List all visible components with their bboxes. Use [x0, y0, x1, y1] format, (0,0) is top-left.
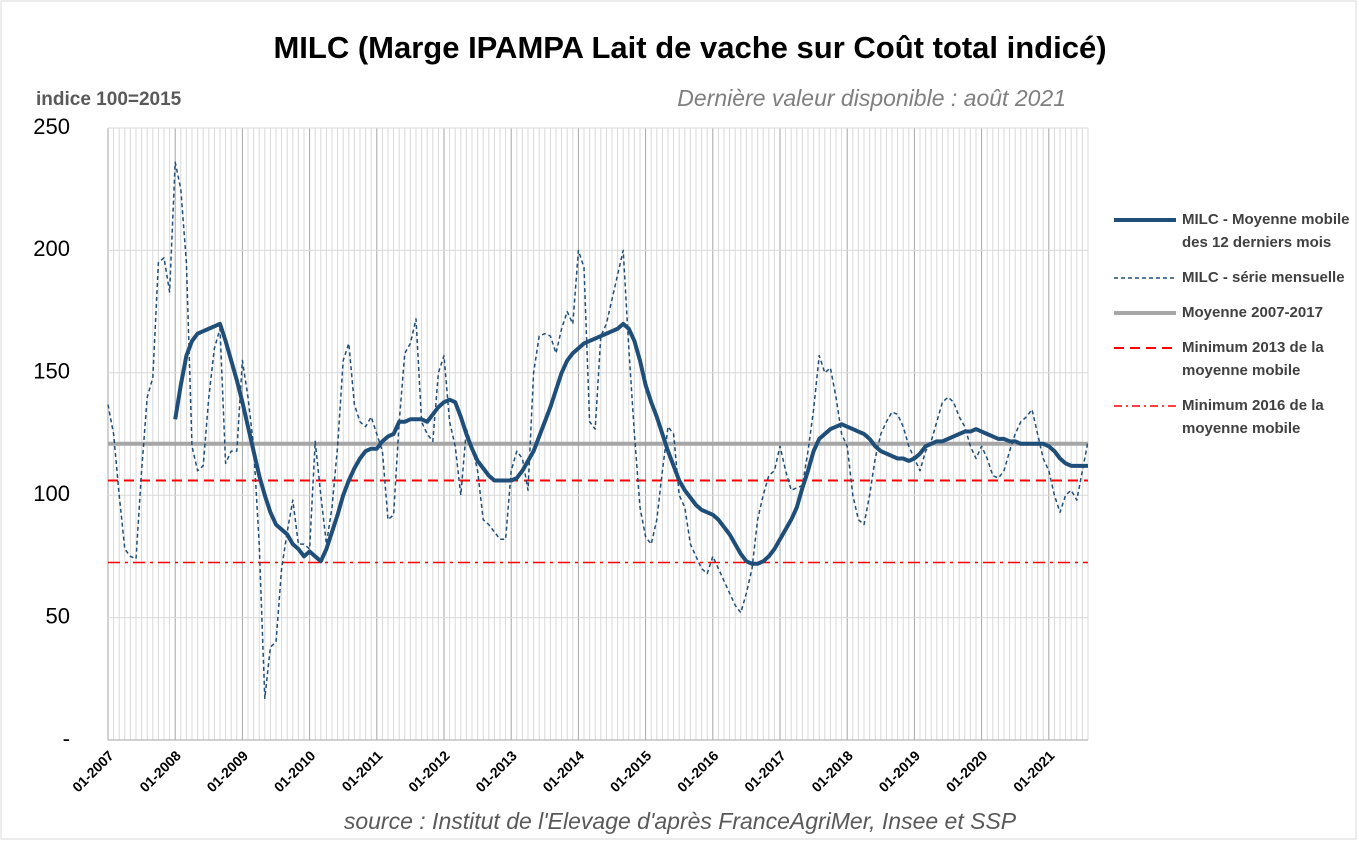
legend-swatch — [1114, 218, 1176, 222]
subtitle: Dernière valeur disponible : août 2021 — [677, 85, 1066, 111]
x-tick-label: 01-2008 — [136, 747, 184, 795]
x-tick-label: 01-2018 — [808, 747, 856, 795]
y-tick-label: 50 — [46, 603, 70, 628]
y-tick-label: 150 — [33, 359, 70, 384]
legend-swatch — [1114, 277, 1176, 279]
legend-entry: Moyenne 2007-2017 — [1112, 301, 1357, 324]
x-tick-label: 01-2010 — [271, 747, 319, 795]
legend: MILC - Moyenne mobile des 12 derniers mo… — [1112, 208, 1357, 452]
legend-label: Minimum 2013 de la moyenne mobile — [1182, 339, 1324, 379]
legend-label: MILC - Moyenne mobile des 12 derniers mo… — [1182, 211, 1350, 251]
y-tick-label: 200 — [33, 236, 70, 261]
y-tick-label: - — [63, 726, 70, 751]
x-tick-label: 01-2015 — [607, 747, 655, 795]
series-line — [173, 321, 1088, 566]
legend-entry: MILC - Moyenne mobile des 12 derniers mo… — [1112, 208, 1357, 254]
legend-swatch — [1114, 347, 1176, 349]
series-line — [107, 161, 1089, 700]
x-tick-label: 01-2007 — [69, 747, 117, 795]
legend-entry: Minimum 2013 de la moyenne mobile — [1112, 336, 1357, 382]
chart-title: MILC (Marge IPAMPA Lait de vache sur Coû… — [273, 30, 1106, 65]
x-tick-label: 01-2014 — [539, 747, 587, 795]
source: source : Institut de l'Elevage d'après F… — [344, 808, 1017, 834]
y-tick-label: 250 — [33, 114, 70, 139]
x-tick-label: 01-2021 — [1010, 747, 1058, 795]
x-tick-label: 01-2009 — [203, 747, 251, 795]
legend-swatch — [1114, 311, 1176, 315]
x-tick-label: 01-2013 — [472, 747, 520, 795]
legend-label: Minimum 2016 de la moyenne mobile — [1182, 397, 1324, 437]
legend-label: MILC - série mensuelle — [1182, 269, 1345, 286]
y-tick-label: 100 — [33, 481, 70, 506]
x-tick-label: 01-2017 — [741, 747, 789, 795]
x-tick-label: 01-2020 — [943, 747, 991, 795]
legend-entry: MILC - série mensuelle — [1112, 266, 1357, 289]
legend-label: Moyenne 2007-2017 — [1182, 304, 1323, 321]
legend-entry: Minimum 2016 de la moyenne mobile — [1112, 394, 1357, 440]
x-tick-label: 01-2016 — [674, 747, 722, 795]
x-tick-label: 01-2011 — [338, 747, 385, 794]
x-tick-label: 01-2019 — [875, 747, 923, 795]
x-tick-label: 01-2012 — [405, 747, 453, 795]
legend-swatch — [1114, 405, 1176, 407]
y-axis-label: indice 100=2015 — [36, 89, 182, 110]
